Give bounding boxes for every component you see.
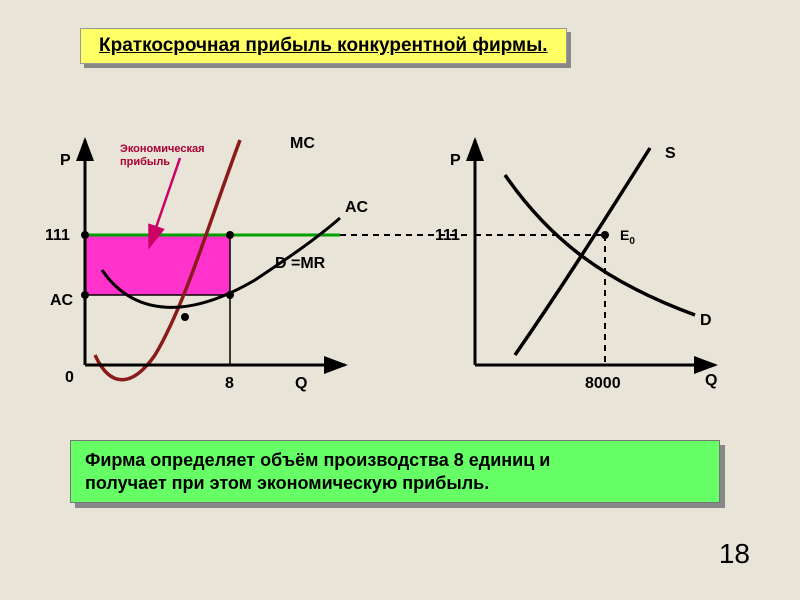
dmr-label: D =MR xyxy=(275,255,326,272)
mc-label: MC xyxy=(290,135,315,152)
origin-label: 0 xyxy=(65,369,74,386)
right-chart-svg: P Q 111 8000 S D E0 xyxy=(420,140,750,400)
ac-label: AC xyxy=(345,199,369,216)
dot-p-111 xyxy=(81,231,89,239)
left-chart: P Q 0 111 AC 8 MC AC D =MR Экономическая… xyxy=(40,140,390,400)
y-tick-ac: AC xyxy=(50,292,74,309)
p-label-r: P xyxy=(450,152,461,169)
d-curve xyxy=(505,175,695,315)
caption-line-1: Фирма определяет объём производства 8 ед… xyxy=(85,449,705,472)
page-number: 18 xyxy=(719,538,750,570)
econ-label-1: Экономическая xyxy=(120,143,205,155)
title-text: Краткосрочная прибыль конкурентной фирмы… xyxy=(99,35,548,56)
s-label: S xyxy=(665,145,676,162)
eq-dot xyxy=(601,231,609,239)
dot-ac-q xyxy=(226,291,234,299)
x-tick-8000: 8000 xyxy=(585,375,621,392)
dot-eq xyxy=(226,231,234,239)
caption-line-2: получает при этом экономическую прибыль. xyxy=(85,472,705,495)
econ-label-2: прибыль xyxy=(120,156,170,168)
d-label: D xyxy=(700,312,712,329)
e-label-sub: 0 xyxy=(629,236,635,247)
left-chart-svg: P Q 0 111 AC 8 MC AC D =MR Экономическая… xyxy=(40,140,390,400)
s-curve xyxy=(515,148,650,355)
p-label: P xyxy=(60,152,71,169)
profit-area xyxy=(85,235,230,295)
y-tick-111: 111 xyxy=(45,227,70,244)
dot-p-ac xyxy=(81,291,89,299)
right-chart: P Q 111 8000 S D E0 xyxy=(420,140,750,400)
q-label: Q xyxy=(295,375,307,392)
title-box: Краткосрочная прибыль конкурентной фирмы… xyxy=(80,28,567,64)
profit-arrow xyxy=(150,158,180,245)
e-label: E0 xyxy=(620,227,635,247)
dot-acmin xyxy=(181,313,189,321)
q-label-r: Q xyxy=(705,372,717,389)
slide: Краткосрочная прибыль конкурентной фирмы… xyxy=(0,0,800,600)
x-tick-8: 8 xyxy=(225,375,234,392)
caption-box: Фирма определяет объём производства 8 ед… xyxy=(70,440,720,503)
e-label-main: E xyxy=(620,227,629,243)
y-tick-111-r: 111 xyxy=(435,227,460,244)
